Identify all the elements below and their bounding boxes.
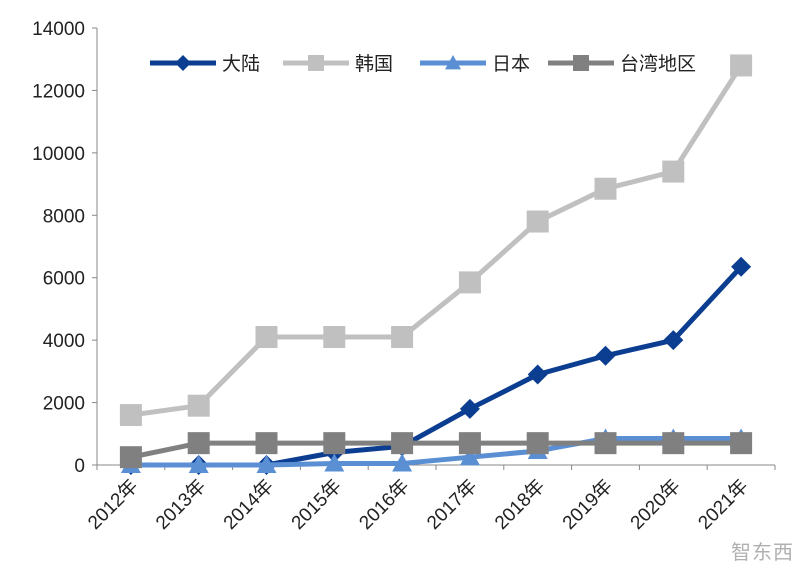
x-tick-label: 2020年 (626, 475, 685, 534)
legend-entry-3: 日本 (420, 53, 530, 75)
series-4 (119, 432, 753, 469)
y-tick-label: 4000 (43, 331, 85, 352)
data-point (323, 432, 346, 455)
y-tick-label: 10000 (32, 144, 85, 165)
legend-swatch-marker (445, 55, 461, 70)
series-2 (119, 54, 753, 427)
x-tick-label: 2018年 (490, 475, 549, 534)
legend: 大陆 韩国 日本 台湾地区 (150, 53, 696, 75)
data-point (662, 160, 685, 183)
legend-label: 韩国 (355, 53, 393, 75)
legend-swatch-marker (308, 55, 324, 71)
legend-swatch-marker (573, 55, 589, 71)
x-tick-label: 2012年 (84, 475, 143, 534)
y-tick-label: 0 (74, 456, 85, 477)
data-point (119, 446, 142, 469)
x-tick-label: 2013年 (151, 475, 210, 534)
y-tick-label: 6000 (43, 269, 85, 290)
data-point (730, 432, 753, 455)
data-point (663, 330, 684, 351)
data-point (527, 364, 548, 385)
data-point (526, 432, 549, 455)
data-point (256, 455, 277, 473)
data-point (391, 432, 414, 455)
data-point (187, 432, 210, 455)
legend-label: 大陆 (222, 53, 260, 75)
series-line (130, 265, 743, 468)
series-line (130, 435, 742, 468)
x-tick-label: 2021年 (694, 475, 753, 534)
legend-swatch-marker (175, 55, 191, 71)
data-point (526, 210, 549, 233)
data-point (188, 455, 209, 473)
data-point (594, 432, 617, 455)
data-point (119, 404, 142, 427)
data-point (731, 256, 752, 277)
data-point (594, 177, 617, 200)
legend-entry-4: 台湾地区 (548, 53, 696, 75)
legend-label: 日本 (492, 53, 530, 75)
data-point (458, 271, 481, 294)
y-tick-label: 12000 (32, 81, 85, 102)
series-line (130, 64, 744, 418)
data-point (595, 345, 616, 366)
data-point (255, 326, 278, 349)
data-point (458, 432, 481, 455)
data-point (459, 398, 480, 419)
x-tick-label: 2019年 (558, 475, 617, 534)
data-point (324, 453, 345, 472)
data-point (391, 326, 414, 349)
y-tick-label: 14000 (32, 19, 85, 40)
data-point (187, 394, 210, 417)
x-tick-label: 2014年 (219, 475, 278, 534)
data-point (730, 54, 753, 77)
legend-label: 台湾地区 (620, 53, 696, 75)
data-point (392, 453, 413, 472)
x-tick-label: 2015年 (287, 475, 346, 534)
y-tick-label: 8000 (43, 206, 85, 227)
watermark: 智东西 (731, 540, 794, 564)
data-point (255, 432, 278, 455)
data-point (459, 447, 480, 466)
legend-entry-2: 韩国 (283, 53, 393, 75)
x-tick-label: 2016年 (355, 475, 414, 534)
x-tick-label: 2017年 (423, 475, 482, 534)
series-line (130, 440, 742, 460)
data-point (662, 432, 685, 455)
series-layer (119, 54, 753, 475)
y-tick-label: 2000 (43, 394, 85, 415)
data-point (323, 326, 346, 349)
legend-entry-1: 大陆 (150, 53, 260, 75)
